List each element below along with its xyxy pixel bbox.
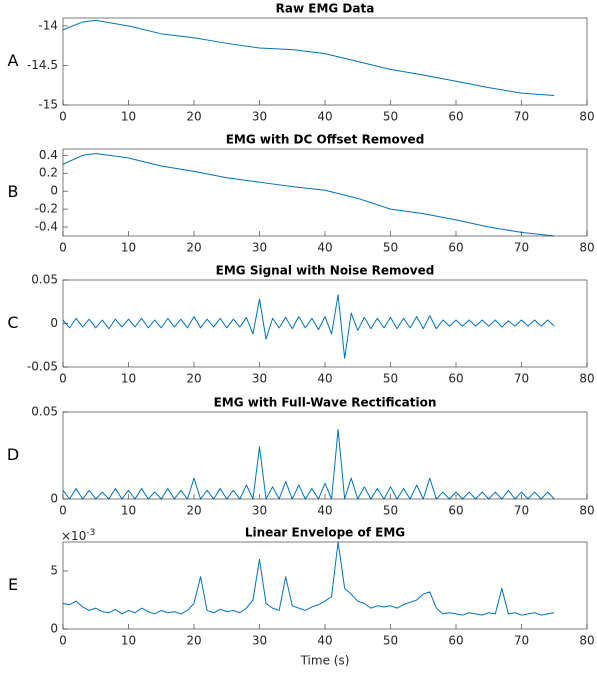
panel-letter: B — [8, 182, 19, 201]
signal-line — [62, 152, 555, 237]
panel-title: EMG with DC Offset Removed — [226, 133, 425, 147]
x-tick-label: 40 — [317, 634, 332, 648]
x-tick-label: 0 — [59, 634, 67, 648]
y-multiplier-exponent: -3 — [86, 528, 95, 538]
x-tick-label: 60 — [448, 241, 463, 255]
x-tick-label: 60 — [448, 504, 463, 518]
x-tick-label: 50 — [383, 372, 398, 386]
y-tick-label: 0.4 — [39, 148, 58, 162]
x-tick-label: 20 — [186, 372, 201, 386]
y-multiplier-base: ×10 — [61, 529, 86, 543]
y-tick-label: 0 — [50, 492, 58, 506]
axes-background — [63, 412, 587, 499]
x-tick-label: 10 — [121, 241, 136, 255]
x-tick-label: 70 — [514, 634, 529, 648]
x-tick-label: 80 — [579, 372, 594, 386]
panel-title: Linear Envelope of EMG — [245, 526, 405, 540]
x-tick-label: 60 — [448, 634, 463, 648]
signal-line — [62, 541, 555, 616]
x-tick-label: 70 — [514, 241, 529, 255]
y-multiplier: ×10-3 — [61, 528, 95, 543]
x-tick-label: 0 — [59, 504, 67, 518]
signal-line — [62, 19, 555, 97]
x-tick-label: 20 — [186, 504, 201, 518]
x-tick-label: 70 — [514, 372, 529, 386]
y-tick-label: 0.2 — [39, 166, 58, 180]
x-tick-label: 40 — [317, 504, 332, 518]
x-tick-label: 10 — [121, 504, 136, 518]
x-axis-label: Time (s) — [300, 654, 350, 668]
y-tick-label: 0.05 — [31, 273, 58, 287]
x-tick-label: 40 — [317, 241, 332, 255]
panel-title: EMG Signal with Noise Removed — [216, 264, 435, 278]
axes-background — [63, 542, 587, 629]
x-tick-label: 50 — [383, 634, 398, 648]
x-tick-label: 40 — [317, 110, 332, 124]
y-tick-label: -0.2 — [35, 202, 58, 216]
x-tick-label: 30 — [252, 241, 267, 255]
x-tick-label: 50 — [383, 110, 398, 124]
y-tick-label: 0.05 — [31, 405, 58, 419]
x-tick-label: 30 — [252, 634, 267, 648]
x-tick-label: 10 — [121, 372, 136, 386]
panel-letter: A — [8, 51, 19, 70]
axes-background — [63, 18, 587, 105]
x-tick-label: 80 — [579, 634, 594, 648]
panel-letter: D — [7, 445, 19, 464]
x-tick-label: 80 — [579, 110, 594, 124]
y-tick-label: 0 — [50, 184, 58, 198]
x-tick-label: 50 — [383, 241, 398, 255]
y-tick-label: -15 — [38, 98, 58, 112]
x-tick-label: 60 — [448, 372, 463, 386]
y-tick-label: -0.05 — [27, 360, 58, 374]
x-tick-label: 80 — [579, 504, 594, 518]
y-tick-label: -14 — [38, 18, 58, 32]
panel-letter: C — [7, 313, 18, 332]
x-tick-label: 10 — [121, 634, 136, 648]
y-tick-label: 0 — [50, 316, 58, 330]
x-tick-label: 0 — [59, 372, 67, 386]
y-tick-label: -14.5 — [27, 58, 58, 72]
x-tick-label: 40 — [317, 372, 332, 386]
x-tick-label: 70 — [514, 110, 529, 124]
x-tick-label: 0 — [59, 110, 67, 124]
y-tick-label: 5 — [50, 564, 58, 578]
x-tick-label: 50 — [383, 504, 398, 518]
panel-letter: E — [8, 575, 18, 594]
y-tick-label: -0.4 — [35, 220, 58, 234]
x-tick-label: 60 — [448, 110, 463, 124]
x-tick-label: 0 — [59, 241, 67, 255]
x-tick-label: 20 — [186, 241, 201, 255]
x-tick-label: 30 — [252, 110, 267, 124]
x-tick-label: 30 — [252, 504, 267, 518]
panel-title: EMG with Full-Wave Rectification — [214, 396, 437, 410]
axes-background — [63, 280, 587, 367]
x-tick-label: 80 — [579, 241, 594, 255]
signal-line — [62, 428, 555, 500]
x-tick-label: 10 — [121, 110, 136, 124]
x-tick-label: 20 — [186, 110, 201, 124]
panel-title: Raw EMG Data — [276, 2, 375, 16]
x-tick-label: 20 — [186, 634, 201, 648]
signal-line — [62, 294, 555, 359]
x-tick-label: 30 — [252, 372, 267, 386]
y-tick-label: 0 — [50, 622, 58, 636]
x-tick-label: 70 — [514, 504, 529, 518]
axes-background — [63, 149, 587, 236]
